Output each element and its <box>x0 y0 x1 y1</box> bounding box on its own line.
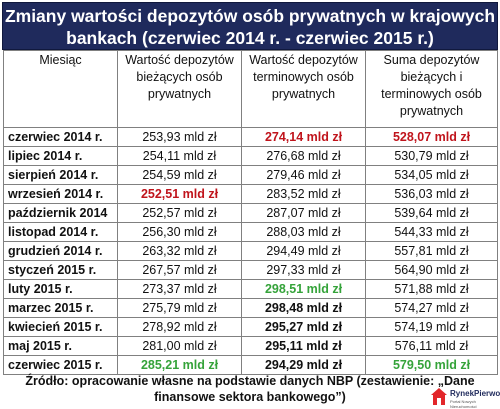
current-deposits-cell: 285,21 mld zł <box>117 355 242 375</box>
month-cell: luty 2015 r. <box>3 279 118 299</box>
sum-deposits-cell: 571,88 mld zł <box>365 279 498 299</box>
term-deposits-cell: 283,52 mld zł <box>241 184 366 204</box>
month-cell: grudzień 2014 r. <box>3 241 118 261</box>
term-deposits-cell: 288,03 mld zł <box>241 222 366 242</box>
logo: RynekPierwotny Portal Nowych Nieruchomoś… <box>430 386 500 409</box>
table-title: Zmiany wartości depozytów osób prywatnyc… <box>2 2 498 50</box>
term-deposits-cell: 298,48 mld zł <box>241 298 366 318</box>
current-deposits-cell: 263,32 mld zł <box>117 241 242 261</box>
term-deposits-cell: 276,68 mld zł <box>241 146 366 166</box>
table-row: kwiecień 2015 r. 278,92 mld zł 295,27 mld … <box>3 317 498 337</box>
month-cell: maj 2015 r. <box>3 336 118 356</box>
current-deposits-cell: 273,37 mld zł <box>117 279 242 299</box>
current-deposits-cell: 252,51 mld zł <box>117 184 242 204</box>
sum-deposits-cell: 574,27 mld zł <box>365 298 498 318</box>
term-deposits-cell: 295,11 mld zł <box>241 336 366 356</box>
current-deposits-cell: 275,79 mld zł <box>117 298 242 318</box>
current-deposits-cell: 267,57 mld zł <box>117 260 242 280</box>
current-deposits-cell: 252,57 mld zł <box>117 203 242 223</box>
sum-deposits-cell: 530,79 mld zł <box>365 146 498 166</box>
current-deposits-cell: 254,11 mld zł <box>117 146 242 166</box>
sum-deposits-cell: 564,90 mld zł <box>365 260 498 280</box>
month-cell: sierpień 2014 r. <box>3 165 118 185</box>
term-deposits-cell: 294,49 mld zł <box>241 241 366 261</box>
logo-tagline: Portal Nowych Nieruchomości <box>450 399 477 409</box>
table-row: czerwiec 2014 r. 253,93 mld zł 274,14 mld … <box>3 127 498 147</box>
current-deposits-cell: 254,59 mld zł <box>117 165 242 185</box>
current-deposits-cell: 253,93 mld zł <box>117 127 242 147</box>
sum-deposits-cell: 579,50 mld zł <box>365 355 498 375</box>
header-term: Wartość depozytów terminowych osób prywa… <box>241 50 366 128</box>
month-cell: marzec 2015 r. <box>3 298 118 318</box>
sum-deposits-cell: 536,03 mld zł <box>365 184 498 204</box>
sum-deposits-cell: 528,07 mld zł <box>365 127 498 147</box>
sum-deposits-cell: 574,19 mld zł <box>365 317 498 337</box>
term-deposits-cell: 274,14 mld zł <box>241 127 366 147</box>
table-row: sierpień 2014 r. 254,59 mld zł 279,46 mld … <box>3 165 498 185</box>
table-row: lipiec 2014 r. 254,11 mld zł 276,68 mld zł… <box>3 146 498 166</box>
month-cell: styczeń 2015 r. <box>3 260 118 280</box>
term-deposits-cell: 287,07 mld zł <box>241 203 366 223</box>
header-sum: Suma depozytów bieżących i terminowych o… <box>365 50 498 128</box>
sum-deposits-cell: 557,81 mld zł <box>365 241 498 261</box>
term-deposits-cell: 297,33 mld zł <box>241 260 366 280</box>
table-row: wrzesień 2014 r. 252,51 mld zł 283,52 mld … <box>3 184 498 204</box>
table-row: maj 2015 r. 281,00 mld zł 295,11 mld zł 576… <box>3 336 498 356</box>
sum-deposits-cell: 534,05 mld zł <box>365 165 498 185</box>
term-deposits-cell: 294,29 mld zł <box>241 355 366 375</box>
sum-deposits-cell: 539,64 mld zł <box>365 203 498 223</box>
month-cell: październik 2014 <box>3 203 118 223</box>
month-cell: czerwiec 2015 r. <box>3 355 118 375</box>
month-cell: kwiecień 2015 r. <box>3 317 118 337</box>
header-current: Wartość depozytów bieżących osób prywatn… <box>117 50 242 128</box>
current-deposits-cell: 281,00 mld zł <box>117 336 242 356</box>
sum-deposits-cell: 576,11 mld zł <box>365 336 498 356</box>
sum-deposits-cell: 544,33 mld zł <box>365 222 498 242</box>
deposits-table: Miesiąc Wartość depozytów bieżących osób… <box>3 50 498 375</box>
source-note: Źródło: opracowanie własne na podstawie … <box>25 374 475 404</box>
current-deposits-cell: 256,30 mld zł <box>117 222 242 242</box>
table-row: październik 2014 252,57 mld zł 287,07 mld … <box>3 203 498 223</box>
month-cell: listopad 2014 r. <box>3 222 118 242</box>
current-deposits-cell: 278,92 mld zł <box>117 317 242 337</box>
table-row: styczeń 2015 r. 267,57 mld zł 297,33 mld z… <box>3 260 498 280</box>
term-deposits-cell: 295,27 mld zł <box>241 317 366 337</box>
header-month: Miesiąc <box>3 50 118 128</box>
term-deposits-cell: 298,51 mld zł <box>241 279 366 299</box>
table-row: czerwiec 2015 r. 285,21 mld zł 294,29 mld … <box>3 355 498 375</box>
table-row: luty 2015 r. 273,37 mld zł 298,51 mld zł 57… <box>3 279 498 299</box>
month-cell: czerwiec 2014 r. <box>3 127 118 147</box>
term-deposits-cell: 279,46 mld zł <box>241 165 366 185</box>
header-row: Miesiąc Wartość depozytów bieżących osób… <box>3 50 498 128</box>
month-cell: wrzesień 2014 r. <box>3 184 118 204</box>
table-row: marzec 2015 r. 275,79 mld zł 298,48 mld zł… <box>3 298 498 318</box>
month-cell: lipiec 2014 r. <box>3 146 118 166</box>
table-row: grudzień 2014 r. 263,32 mld zł 294,49 mld … <box>3 241 498 261</box>
table-row: listopad 2014 r. 256,30 mld zł 288,03 mld … <box>3 222 498 242</box>
logo-name: RynekPierwotny <box>450 389 500 398</box>
house-logo-icon <box>431 388 447 405</box>
